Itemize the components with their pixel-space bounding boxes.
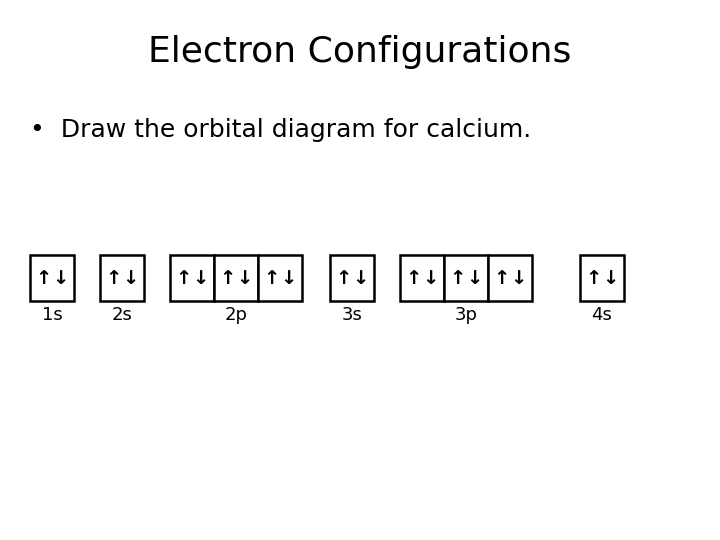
Text: 4s: 4s [592, 306, 613, 324]
Text: ↑: ↑ [585, 268, 601, 287]
Text: ↓: ↓ [467, 268, 483, 287]
Bar [30, 255, 74, 301]
Text: ↑: ↑ [493, 268, 509, 287]
Bar [214, 255, 258, 301]
Text: ↓: ↓ [193, 268, 209, 287]
Text: ↓: ↓ [510, 268, 527, 287]
Bar [100, 255, 144, 301]
Bar [170, 255, 214, 301]
Bar [580, 255, 624, 301]
Text: ↑: ↑ [219, 268, 235, 287]
Bar [488, 255, 532, 301]
Text: 2p: 2p [225, 306, 248, 324]
Text: ↓: ↓ [603, 268, 619, 287]
Text: ↑: ↑ [405, 268, 421, 287]
Text: •  Draw the orbital diagram for calcium.: • Draw the orbital diagram for calcium. [30, 118, 531, 142]
Text: ↑: ↑ [449, 268, 465, 287]
Text: 1s: 1s [42, 306, 63, 324]
Text: ↑: ↑ [175, 268, 192, 287]
Bar [330, 255, 374, 301]
Bar [400, 255, 444, 301]
Bar [258, 255, 302, 301]
Text: ↓: ↓ [353, 268, 369, 287]
Text: 2s: 2s [112, 306, 132, 324]
Text: ↓: ↓ [423, 268, 439, 287]
Text: ↓: ↓ [237, 268, 253, 287]
Text: ↓: ↓ [53, 268, 69, 287]
Text: ↑: ↑ [105, 268, 122, 287]
Text: ↓: ↓ [122, 268, 139, 287]
Text: 3s: 3s [341, 306, 362, 324]
Text: ↑: ↑ [335, 268, 351, 287]
Text: Electron Configurations: Electron Configurations [148, 35, 572, 69]
Text: ↑: ↑ [263, 268, 279, 287]
Text: ↑: ↑ [35, 268, 51, 287]
Bar [444, 255, 488, 301]
Text: 3p: 3p [454, 306, 477, 324]
Text: ↓: ↓ [281, 268, 297, 287]
